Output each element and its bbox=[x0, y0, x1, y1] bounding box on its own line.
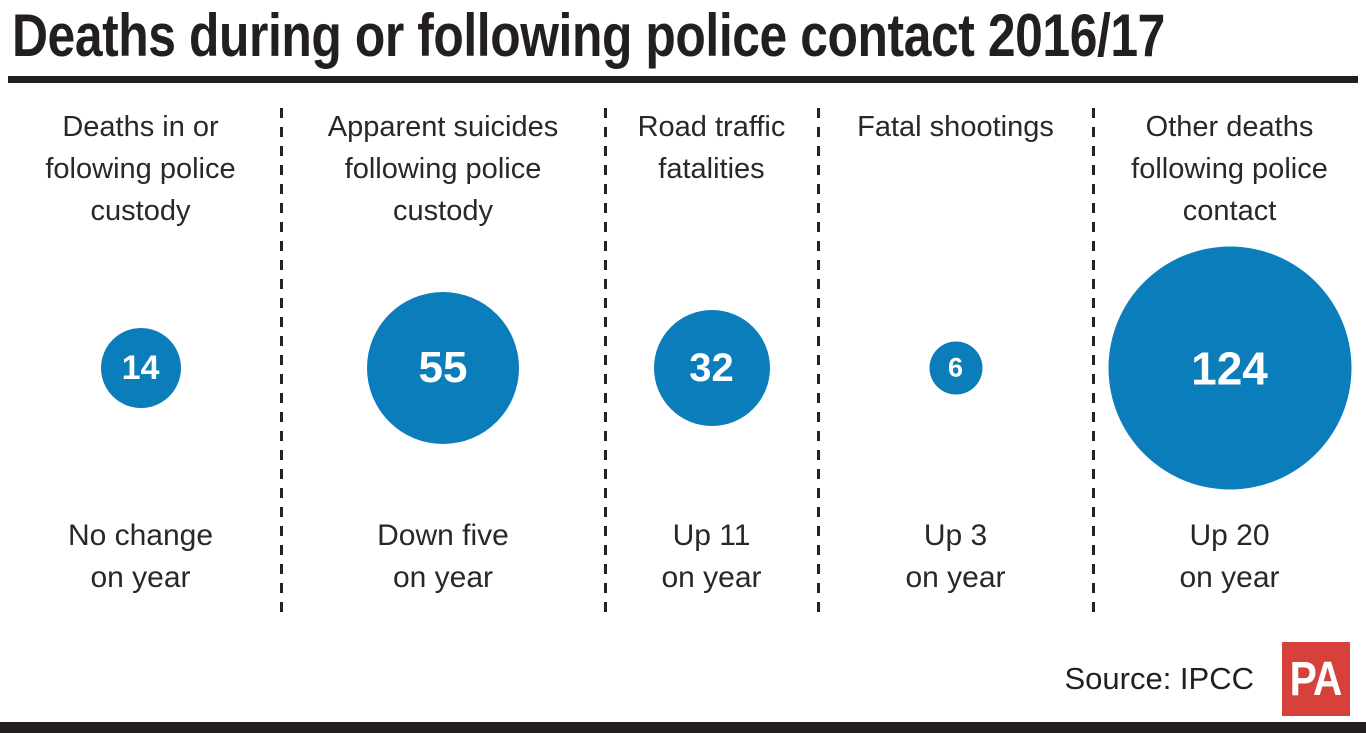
change-label: Up 11 on year bbox=[605, 515, 818, 599]
category-label: Deaths in or folowing police custody bbox=[0, 106, 281, 232]
change-label: Up 3 on year bbox=[818, 515, 1093, 599]
pa-logo: PA bbox=[1282, 642, 1350, 716]
category-label-line: contact bbox=[1182, 195, 1277, 227]
change-label-line: on year bbox=[905, 561, 1006, 594]
value-number: 32 bbox=[689, 345, 734, 390]
column-apparent-suicides: Apparent suicides following police custo… bbox=[281, 100, 605, 620]
value-number: 6 bbox=[947, 352, 964, 383]
column-separator bbox=[817, 108, 820, 618]
change-label-line: Up 3 bbox=[923, 519, 988, 552]
value-bubble: 6 bbox=[929, 341, 982, 395]
source-label: Source: IPCC bbox=[1064, 661, 1254, 696]
category-label-line: custody bbox=[90, 195, 191, 227]
change-label-line: Up 20 bbox=[1189, 519, 1270, 552]
column-fatal-shootings: Fatal shootings 6 Up 3 on year bbox=[818, 100, 1093, 620]
change-label-line: Down five bbox=[377, 519, 509, 552]
pa-logo-text: PA bbox=[1290, 652, 1343, 706]
category-label-line: fatalities bbox=[658, 153, 765, 185]
category-label-line: following police bbox=[344, 153, 542, 185]
category-label-line: Road traffic bbox=[637, 111, 786, 143]
category-label: Road traffic fatalities bbox=[605, 106, 818, 190]
chart-band: Deaths in or folowing police custody 14 … bbox=[0, 100, 1366, 620]
value-bubble: 32 bbox=[653, 310, 770, 426]
change-label-line: on year bbox=[661, 561, 762, 594]
column-separator bbox=[280, 108, 283, 618]
category-label-line: Fatal shootings bbox=[857, 111, 1054, 143]
value-bubble: 14 bbox=[100, 328, 181, 408]
change-label-line: Up 11 bbox=[672, 519, 751, 552]
change-label-line: No change bbox=[67, 519, 214, 552]
category-label: Fatal shootings bbox=[818, 106, 1093, 148]
value-number: 14 bbox=[121, 348, 160, 387]
category-label-line: following police bbox=[1131, 153, 1328, 185]
change-label-line: on year bbox=[392, 561, 494, 594]
category-label-line: folowing police bbox=[45, 153, 236, 185]
column-road-traffic: Road traffic fatalities 32 Up 11 on year bbox=[605, 100, 818, 620]
change-label-line: on year bbox=[90, 561, 191, 594]
change-label: Up 20 on year bbox=[1093, 515, 1366, 599]
page-title: Deaths during or following police contac… bbox=[12, 2, 1165, 69]
category-label: Other deaths following police contact bbox=[1093, 106, 1366, 232]
category-label-line: Other deaths bbox=[1145, 111, 1314, 143]
column-separator bbox=[1092, 108, 1095, 618]
column-other-deaths: Other deaths following police contact 12… bbox=[1093, 100, 1366, 620]
footer: Source: IPCC PA bbox=[1064, 642, 1350, 716]
change-label: No change on year bbox=[0, 515, 281, 599]
value-number: 55 bbox=[418, 343, 468, 392]
value-bubble: 124 bbox=[1108, 246, 1351, 490]
column-separator bbox=[604, 108, 607, 618]
change-label: Down five on year bbox=[281, 515, 605, 599]
category-label-line: Deaths in or bbox=[62, 111, 219, 143]
change-label-line: on year bbox=[1179, 561, 1280, 594]
category-label: Apparent suicides following police custo… bbox=[281, 106, 605, 232]
category-label-line: Apparent suicides bbox=[327, 111, 559, 143]
title-rule bbox=[8, 76, 1358, 83]
bottom-bar bbox=[0, 722, 1366, 733]
category-label-line: custody bbox=[393, 195, 493, 227]
value-number: 124 bbox=[1191, 342, 1268, 394]
value-bubble: 55 bbox=[367, 292, 519, 444]
column-deaths-in-custody: Deaths in or folowing police custody 14 … bbox=[0, 100, 281, 620]
